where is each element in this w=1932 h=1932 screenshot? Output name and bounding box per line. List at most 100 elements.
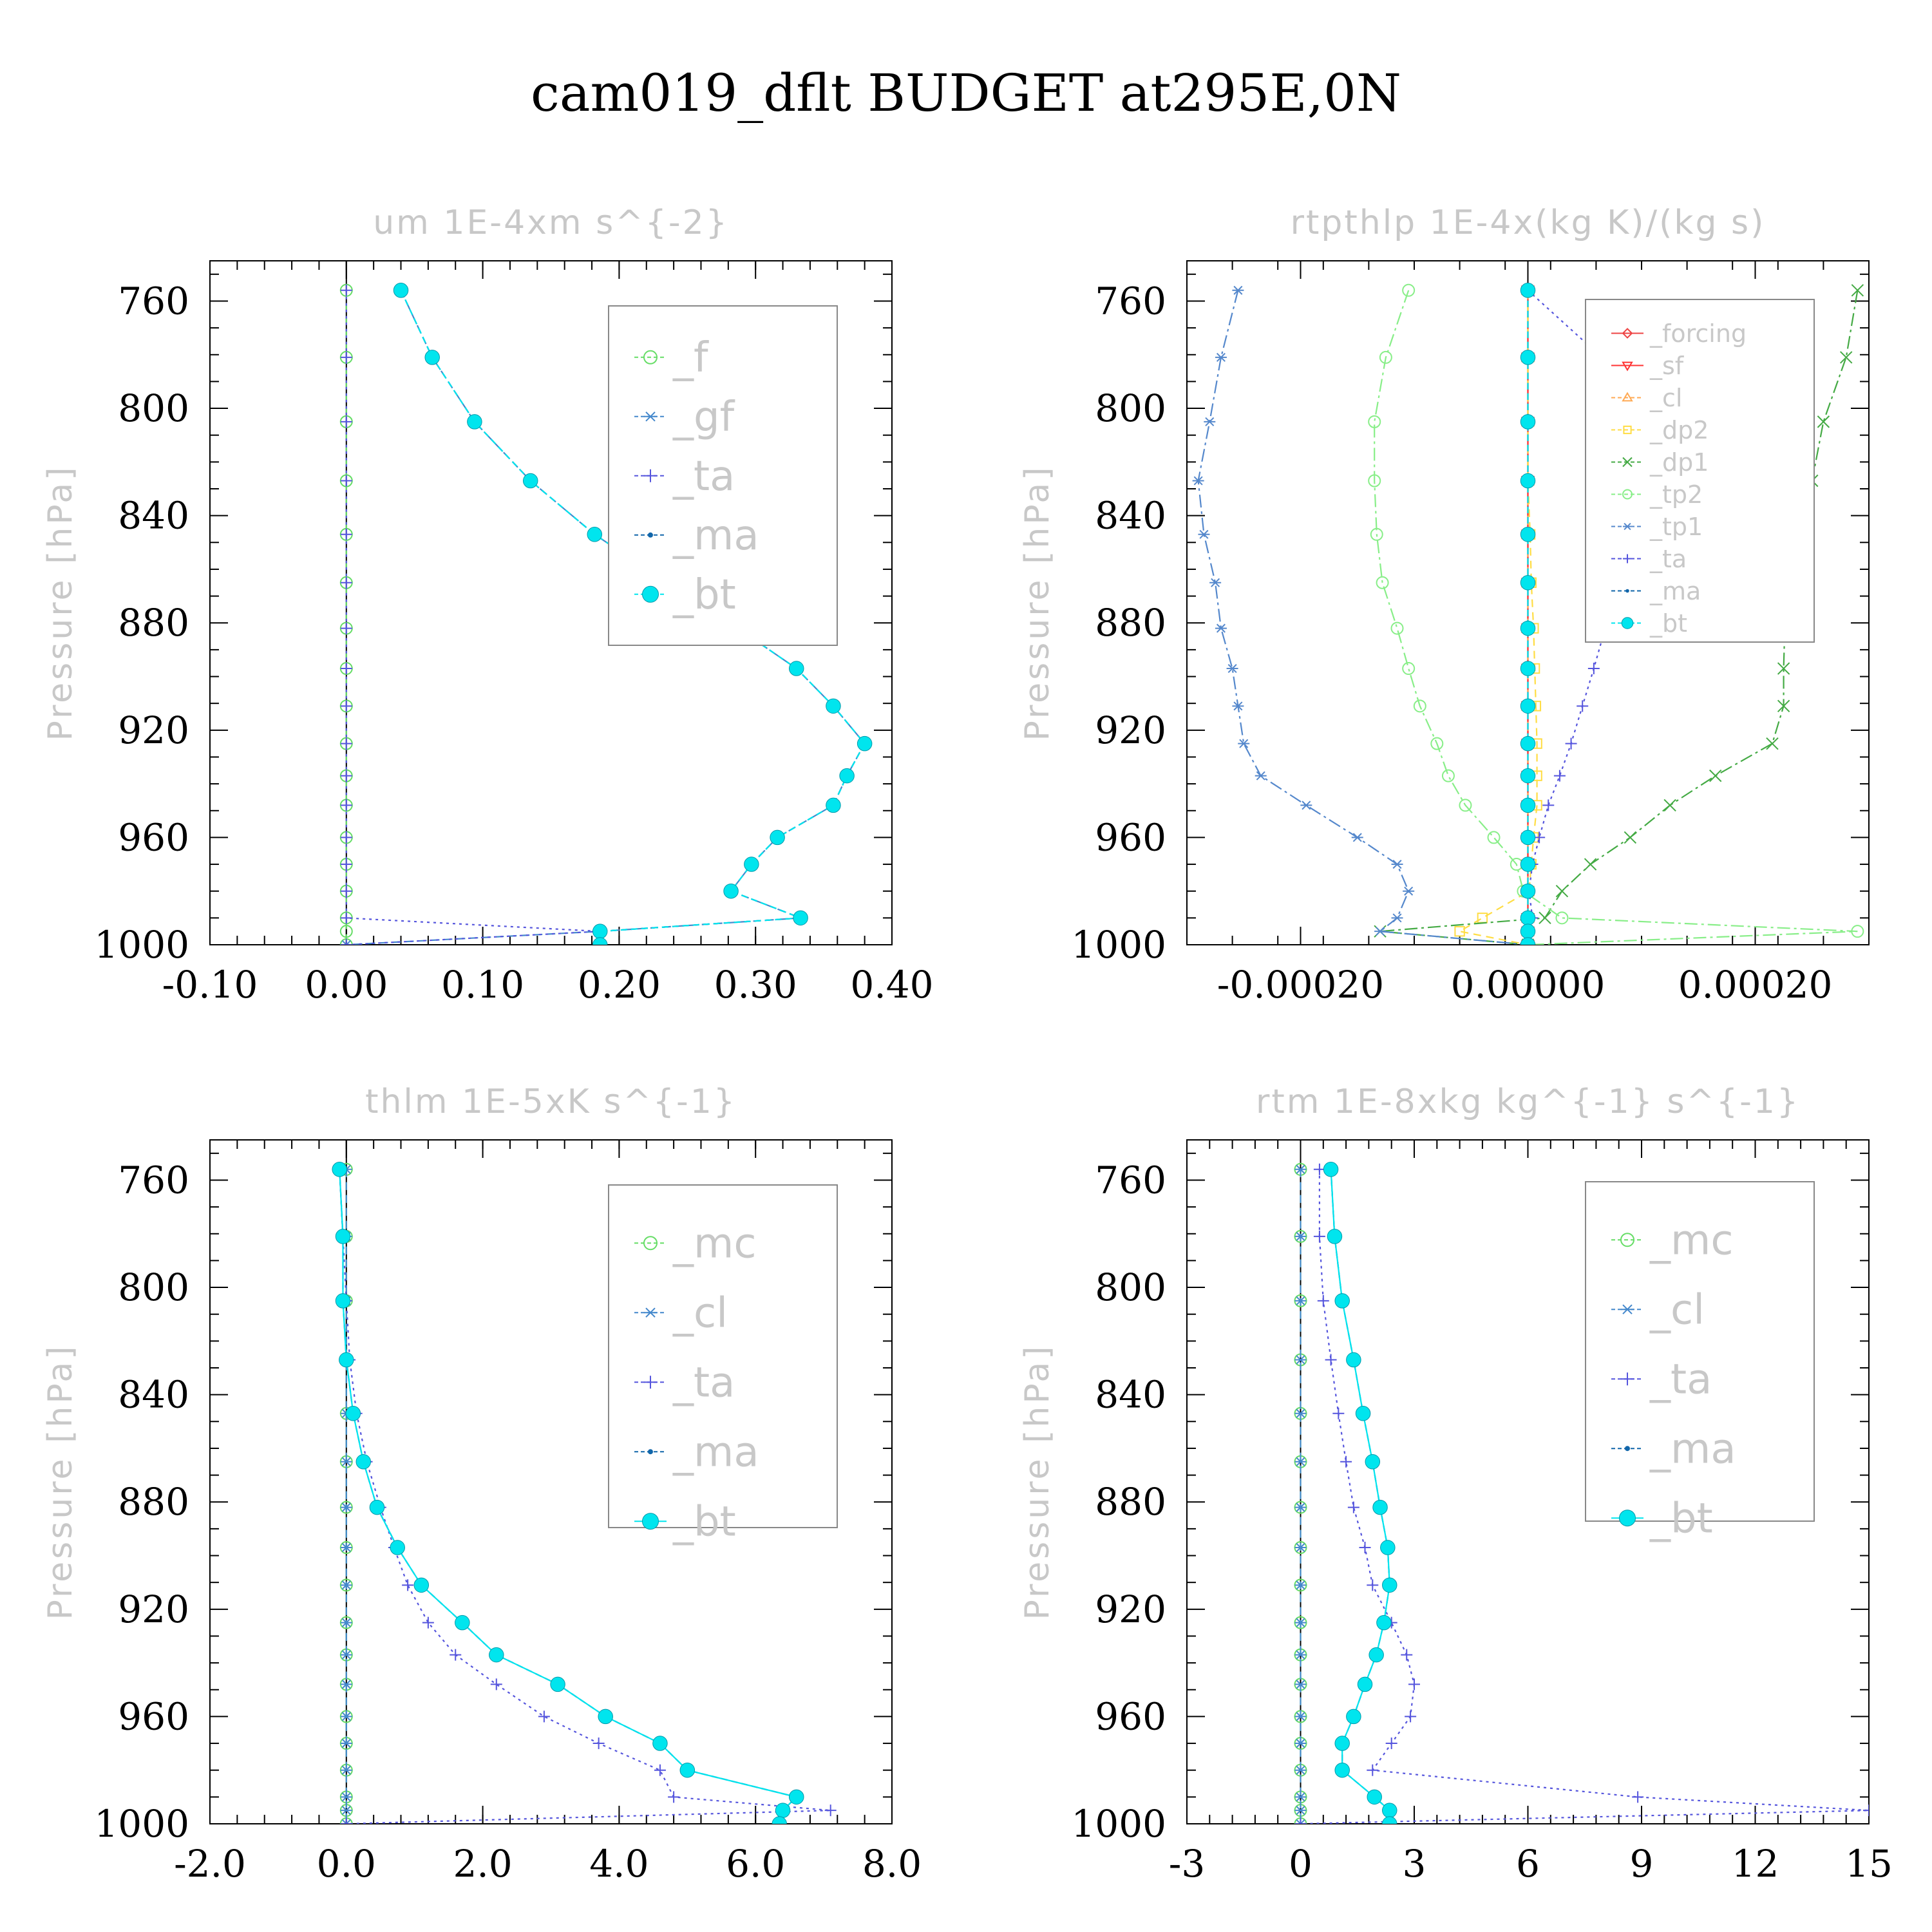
x-tick-label: 0.30 (714, 963, 797, 1007)
series-line-bt (339, 1169, 798, 1824)
y-tick-label: 920 (118, 708, 189, 752)
x-tick-label: 0.10 (441, 963, 524, 1007)
legend-marker (643, 1236, 658, 1251)
panel-title: rtpthlp 1E-4x(kg K)/(kg s) (1291, 204, 1766, 242)
data-point (340, 1543, 352, 1553)
data-point (839, 768, 855, 784)
data-point (1520, 857, 1536, 872)
x-tick-label: 0.00 (305, 963, 388, 1007)
x-tick-label: 0.00020 (1678, 963, 1833, 1007)
panel-4: rtm 1E-8xkg kg^{-1} s^{-1} Pressure [hPa]… (1018, 1083, 1893, 1886)
data-point (1294, 1680, 1307, 1689)
data-point (824, 1804, 837, 1817)
data-point (857, 735, 873, 752)
series-group (1192, 283, 1864, 945)
plot-frame (209, 260, 893, 945)
data-point (1294, 1355, 1307, 1365)
legend: _mc _cl _ta _ma _bt (1585, 1181, 1815, 1543)
data-point (1520, 698, 1536, 714)
data-point (413, 1577, 430, 1593)
x-tick-label: -0.10 (162, 963, 258, 1007)
data-point (340, 284, 352, 296)
data-point (450, 1649, 462, 1661)
data-point (1294, 1164, 1307, 1174)
data-point (1391, 860, 1403, 869)
data-point (826, 698, 841, 714)
data-point (1334, 1293, 1350, 1309)
data-point (1232, 285, 1244, 295)
legend-label: _dp2 (1649, 416, 1709, 444)
data-point (1520, 883, 1536, 899)
data-point (1555, 911, 1569, 925)
data-point (1401, 1649, 1413, 1661)
data-point (1294, 1231, 1307, 1241)
data-point (340, 737, 352, 750)
data-point (1520, 910, 1536, 926)
legend-marker (1622, 489, 1633, 500)
data-point (1402, 283, 1416, 297)
y-tick-label: 800 (118, 1265, 189, 1309)
legend-marker (644, 412, 657, 422)
data-point (1327, 1229, 1343, 1244)
y-tick-label: 1000 (1071, 923, 1166, 967)
legend-box (1585, 299, 1815, 643)
legend: _mc _cl _ta _ma _bt (608, 1184, 838, 1546)
legend-label: _tp1 (1649, 513, 1703, 541)
data-point (1334, 1762, 1350, 1778)
y-tick-label: 960 (1095, 1694, 1166, 1738)
data-point (1839, 351, 1853, 364)
x-tick-label: -3 (1169, 1842, 1206, 1886)
data-point (340, 1680, 352, 1689)
legend-label: _mc (672, 1220, 757, 1268)
data-point (1294, 1818, 1307, 1824)
data-point (340, 885, 352, 897)
x-tick-label: 6.0 (726, 1842, 785, 1886)
data-point (826, 797, 841, 813)
data-point (1351, 833, 1363, 842)
data-point (1334, 1736, 1350, 1751)
series-line-ta (1527, 289, 1631, 945)
data-point (1520, 620, 1536, 636)
data-point (1520, 937, 1536, 945)
data-point (1367, 1579, 1379, 1591)
data-point (340, 1818, 352, 1824)
legend-marker (644, 1376, 657, 1389)
data-point (340, 940, 352, 945)
data-point (1232, 701, 1244, 711)
panel-1: um 1E-4xm s^{-2} Pressure [hPa] 760 800 840 8… (41, 204, 934, 1007)
legend-label: _tp2 (1649, 480, 1703, 509)
data-point (340, 1739, 352, 1748)
legend-label: _ta (672, 1359, 735, 1407)
data-point (1520, 350, 1536, 365)
legend-label: _f (672, 334, 709, 382)
data-point (587, 527, 603, 542)
y-tick-label: 880 (1095, 601, 1166, 645)
legend-label: _cl (1649, 384, 1682, 412)
data-point (1359, 1542, 1371, 1554)
y-tick-label: 1000 (1071, 1802, 1166, 1846)
data-point (1402, 662, 1416, 676)
legend-marker (1619, 1510, 1636, 1527)
data-point (1355, 1406, 1371, 1421)
data-point (340, 415, 352, 428)
legend-label: _ta (1649, 1356, 1712, 1404)
data-point (770, 829, 785, 846)
data-point (1198, 529, 1210, 539)
data-point (772, 1816, 788, 1824)
y-tick-label: 800 (1095, 1265, 1166, 1309)
data-point (340, 912, 352, 924)
data-point (788, 661, 804, 676)
data-point (1294, 1457, 1307, 1466)
y-tick-label: 840 (118, 1373, 189, 1417)
data-point (1346, 1352, 1361, 1368)
data-point (1323, 1162, 1339, 1177)
data-point (1294, 1806, 1307, 1815)
data-point (1204, 417, 1216, 426)
data-point (1357, 1676, 1373, 1692)
legend-marker (1622, 328, 1633, 339)
y-tick-label: 960 (118, 815, 189, 859)
series-line-ta (1300, 1169, 1869, 1824)
data-point (1367, 1764, 1379, 1776)
data-point (1294, 1792, 1307, 1802)
